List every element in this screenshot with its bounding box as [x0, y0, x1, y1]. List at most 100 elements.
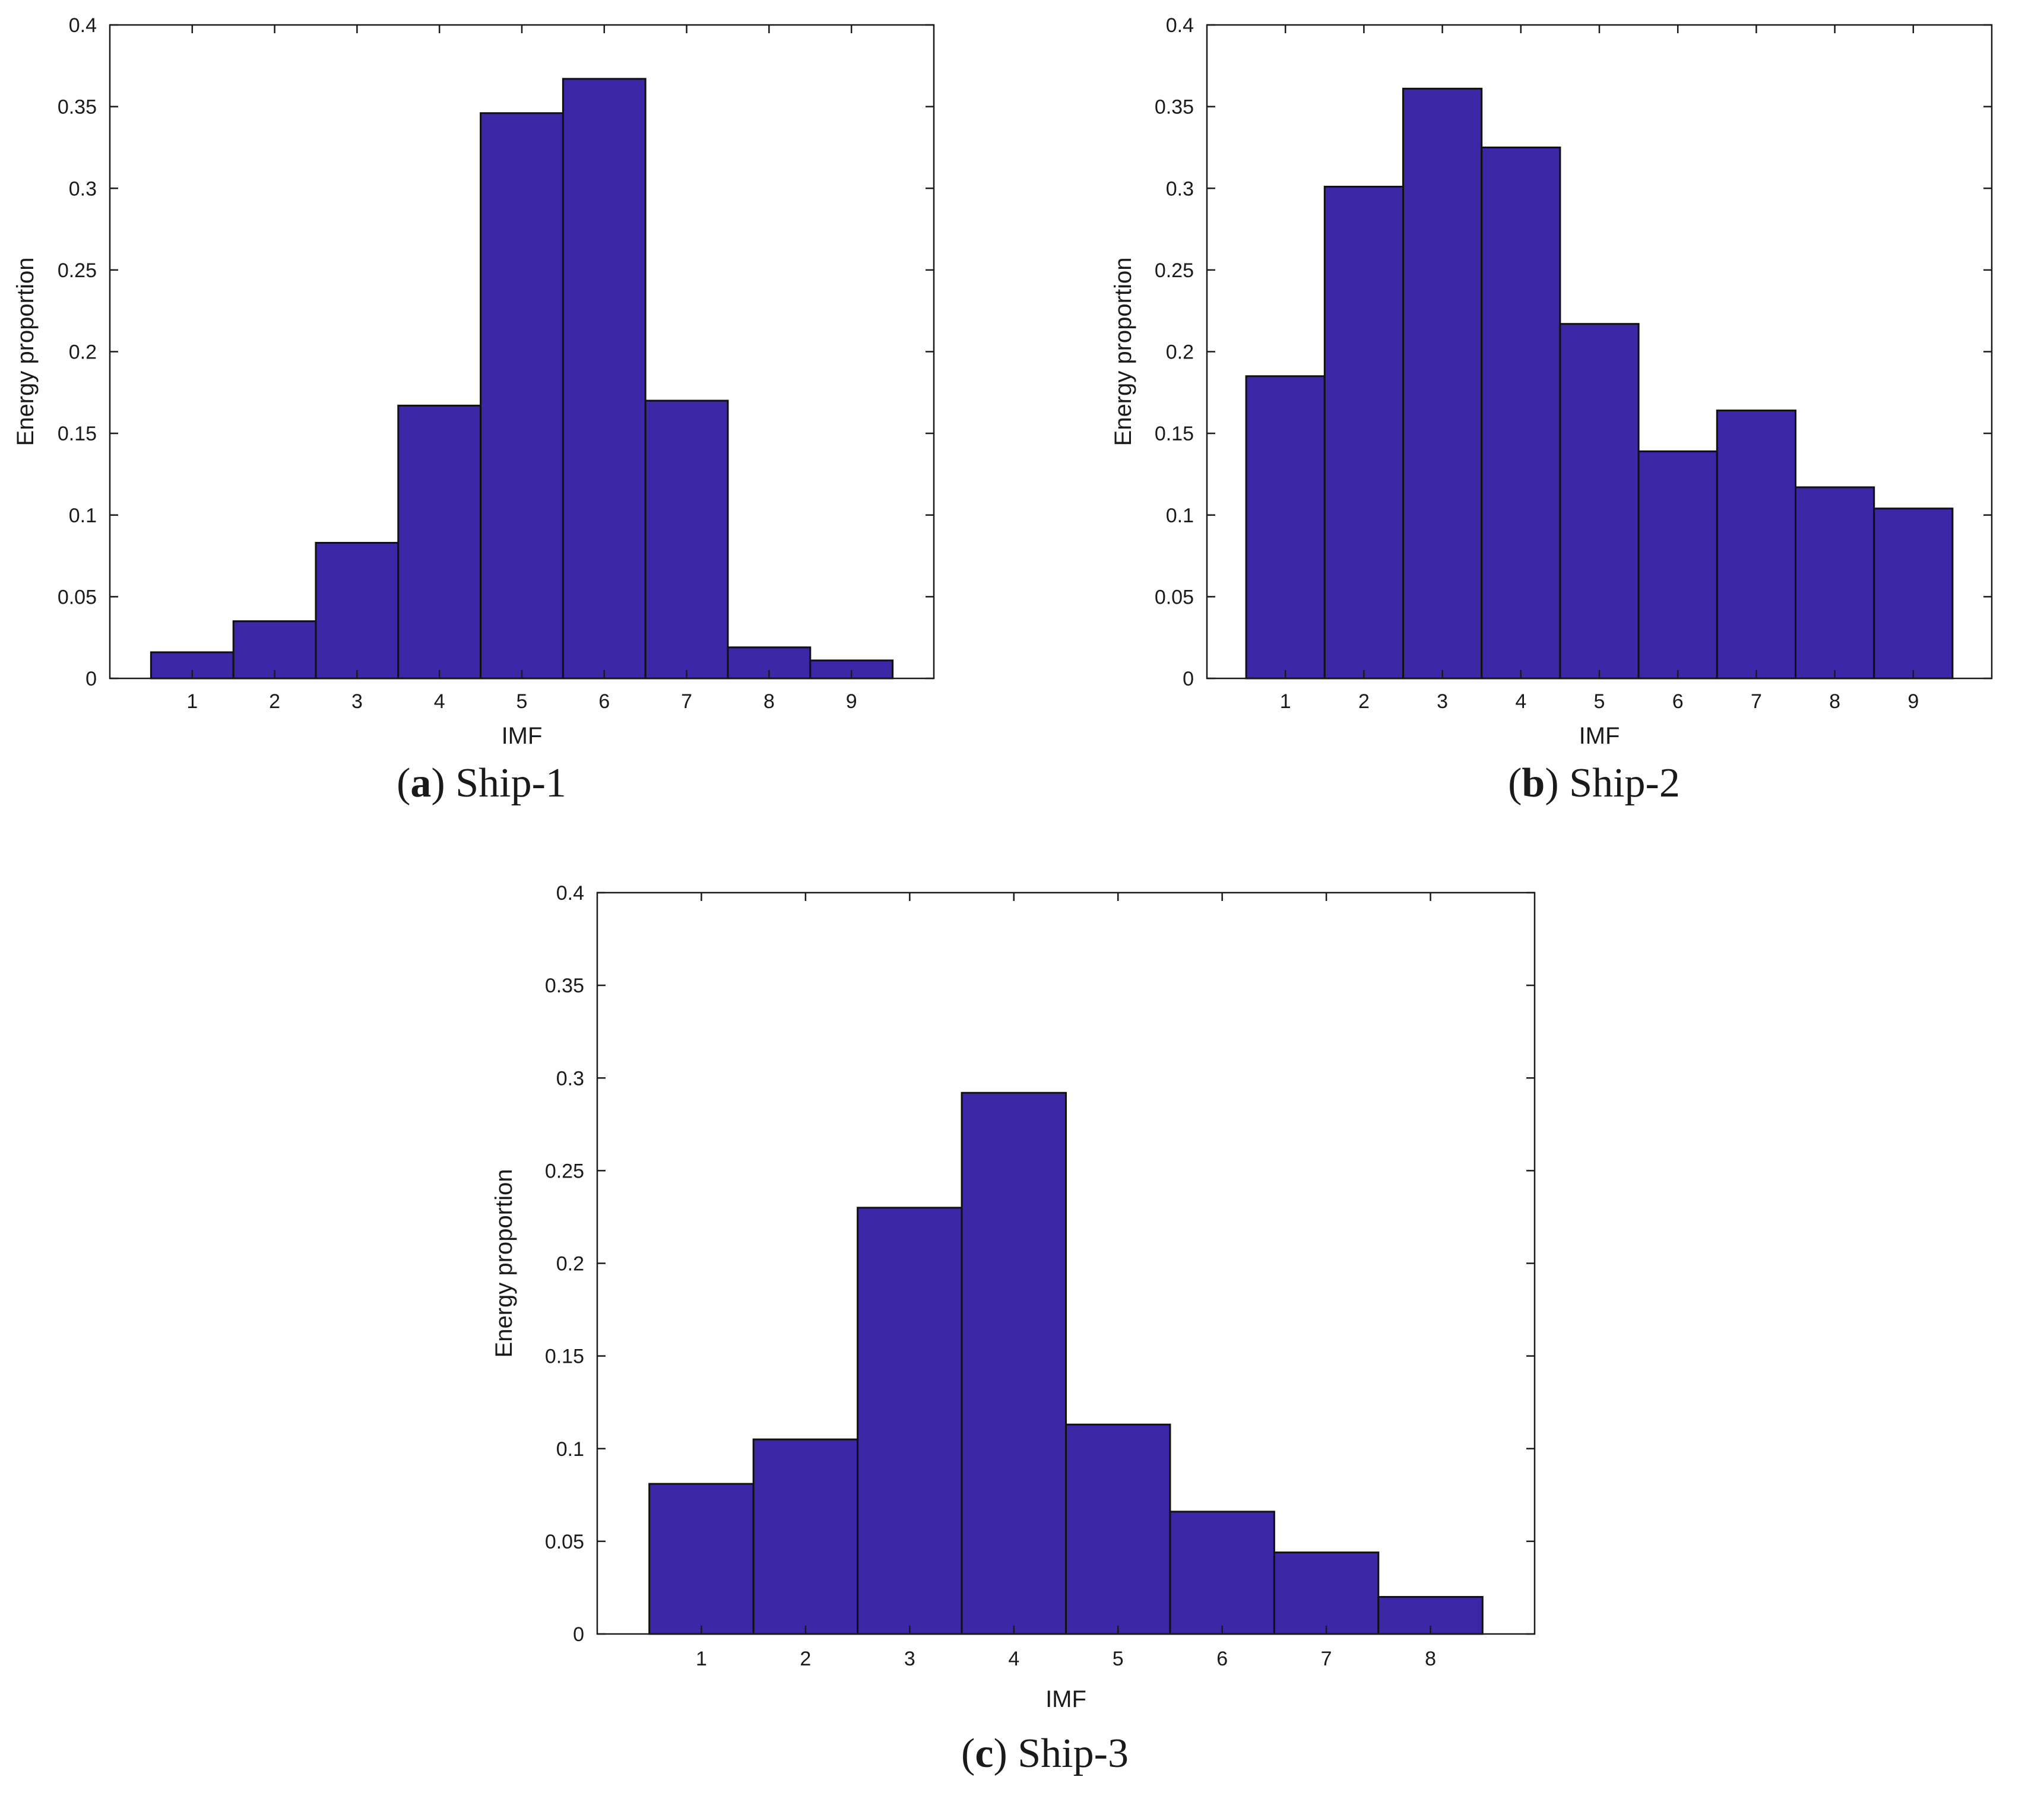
caption-open-paren: (: [961, 1731, 975, 1776]
x-tick-label: 4: [1008, 1648, 1019, 1670]
y-tick-label: 0: [1183, 668, 1194, 690]
x-tick-label: 9: [1907, 690, 1919, 713]
y-axis-label: Energy proportion: [491, 1169, 517, 1358]
caption-title: Ship-2: [1569, 760, 1680, 806]
bar-imf-6: [1637, 450, 1718, 680]
y-tick-label: 0.1: [556, 1438, 584, 1461]
x-tick-label: 1: [696, 1648, 707, 1670]
x-axis-label: IMF: [1579, 723, 1620, 749]
caption-title: Ship-1: [455, 760, 566, 806]
caption-title: Ship-3: [1018, 1731, 1129, 1776]
y-tick-label: 0.1: [69, 504, 97, 527]
bar-imf-1: [648, 1483, 755, 1635]
x-tick-label: 3: [904, 1648, 915, 1670]
y-tick-label: 0.05: [58, 586, 97, 608]
panel-ship-2: 0 0.05 0.1 0.15 0.2 0.25 0.3 0.35 0.4 1 2 3 4 5 6 7 8 9 IM…: [1110, 14, 1993, 806]
bar-imf-3: [1402, 87, 1483, 680]
x-tick-label: 1: [186, 690, 198, 713]
caption-letter: c: [975, 1731, 993, 1776]
y-tick-label: 0.4: [556, 882, 584, 905]
panel-ship-3: 0 0.05 0.1 0.15 0.2 0.25 0.3 0.35 0.4 1 2 3 4 5 6 7 8 IMF…: [491, 882, 1536, 1776]
caption-open-paren: (: [397, 760, 410, 806]
x-tick-label: 3: [351, 690, 363, 713]
bar-imf-3: [857, 1207, 963, 1635]
bar-imf-7: [1716, 410, 1797, 680]
panel-caption: (a) Ship-1: [397, 760, 566, 806]
x-tick-label: 2: [269, 690, 280, 713]
bar-imf-9: [1873, 507, 1954, 680]
x-tick-label: 6: [1672, 690, 1684, 713]
x-tick-label: 2: [800, 1648, 811, 1670]
bar-imf-5: [1559, 323, 1640, 680]
x-tick-label: 5: [1113, 1648, 1124, 1670]
bar-imf-1: [1245, 375, 1326, 680]
bar-imf-6: [562, 78, 647, 680]
x-tick-label: 6: [1216, 1648, 1228, 1670]
y-tick-label: 0.35: [1155, 96, 1194, 119]
y-tick-label: 0: [85, 668, 97, 690]
y-axis-label: Energy proportion: [1110, 258, 1136, 446]
y-tick-label: 0.3: [69, 177, 97, 200]
y-tick-label: 0.35: [58, 96, 97, 119]
y-tick-label: 0.25: [1155, 259, 1194, 282]
y-tick-label: 0.3: [556, 1067, 584, 1090]
bar-imf-2: [232, 620, 317, 680]
bar-imf-4: [1481, 146, 1561, 680]
x-tick-label: 5: [1594, 690, 1605, 713]
y-axis-label: Energy proportion: [12, 258, 39, 446]
y-tick-label: 0.3: [1166, 177, 1194, 200]
x-tick-label: 8: [1829, 690, 1840, 713]
bar-imf-2: [1323, 185, 1405, 680]
bar-imf-7: [1273, 1551, 1380, 1635]
y-tick-label: 0.25: [545, 1160, 584, 1182]
x-tick-label: 9: [846, 690, 857, 713]
y-tick-label: 0.15: [1155, 423, 1194, 445]
bar-imf-5: [1065, 1423, 1171, 1635]
caption-close-paren: ): [1545, 760, 1569, 806]
y-tick-label: 0.15: [58, 423, 97, 445]
x-tick-label: 4: [1515, 690, 1526, 713]
bar-imf-4: [397, 404, 482, 680]
caption-close-paren: ): [993, 1731, 1018, 1776]
caption-letter: a: [410, 760, 431, 806]
y-tick-label: 0.05: [545, 1531, 584, 1553]
x-tick-label: 2: [1358, 690, 1370, 713]
x-tick-label: 3: [1437, 690, 1448, 713]
x-tick-label: 6: [598, 690, 610, 713]
panel-ship-1: 0 0.05 0.1 0.15 0.2 0.25 0.3 0.35 0.4 1 2 3 4 5 6 7 8 9 IM…: [12, 14, 935, 806]
x-axis-label: IMF: [502, 723, 543, 749]
panel-caption: (c) Ship-3: [961, 1731, 1129, 1776]
y-tick-label: 0.15: [545, 1346, 584, 1368]
x-tick-label: 8: [1425, 1648, 1436, 1670]
y-tick-label: 0.2: [1166, 341, 1194, 364]
caption-close-paren: ): [431, 760, 455, 806]
bar-imf-4: [961, 1091, 1067, 1635]
bar-imf-7: [644, 399, 729, 680]
y-tick-label: 0.4: [69, 14, 97, 37]
y-tick-label: 0.2: [69, 341, 97, 364]
panel-caption: (b) Ship-2: [1508, 760, 1680, 806]
bar-imf-6: [1169, 1511, 1275, 1635]
x-tick-label: 4: [434, 690, 445, 713]
y-tick-label: 0: [573, 1623, 584, 1646]
x-tick-label: 5: [516, 690, 528, 713]
bar-imf-3: [315, 542, 400, 680]
y-tick-label: 0.2: [556, 1253, 584, 1275]
x-tick-label: 8: [763, 690, 775, 713]
bar-imf-2: [752, 1438, 859, 1635]
x-tick-label: 1: [1280, 690, 1291, 713]
y-tick-label: 0.1: [1166, 504, 1194, 527]
caption-letter: b: [1522, 760, 1545, 806]
y-tick-label: 0.25: [58, 259, 97, 282]
y-tick-label: 0.4: [1166, 14, 1194, 37]
caption-open-paren: (: [1508, 760, 1522, 806]
x-tick-label: 7: [681, 690, 692, 713]
y-tick-label: 0.35: [545, 975, 584, 997]
x-tick-label: 7: [1751, 690, 1762, 713]
x-axis-label: IMF: [1045, 1686, 1086, 1712]
y-tick-label: 0.05: [1155, 586, 1194, 608]
x-tick-label: 7: [1321, 1648, 1332, 1670]
bar-imf-8: [1795, 486, 1875, 680]
bar-imf-5: [480, 112, 564, 680]
